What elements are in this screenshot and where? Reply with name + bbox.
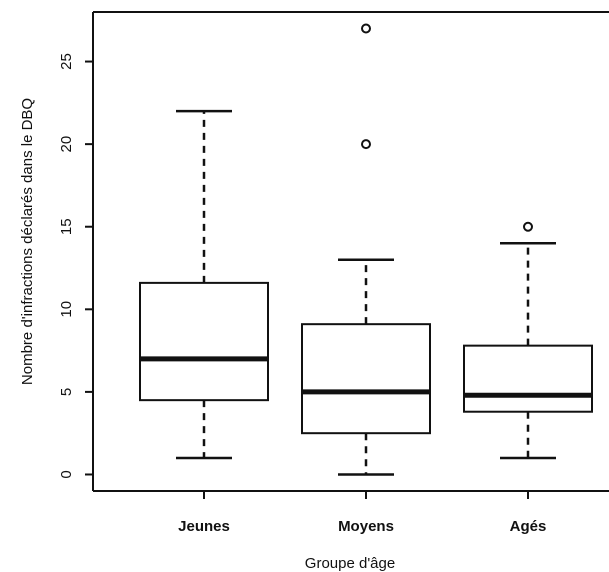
- iqr-box: [139, 281, 269, 402]
- x-axis-title: Groupe d'âge: [305, 555, 395, 572]
- boxes: [139, 23, 593, 476]
- x-tick-label-2: Agés: [510, 518, 547, 535]
- outlier-point-1: [361, 23, 371, 34]
- box-group-2: [463, 221, 593, 460]
- y-tick-label-0: 0: [58, 470, 75, 478]
- axes: 0 5 10 15 20 25 Jeunes Moyens Agés: [58, 11, 609, 535]
- iqr-box: [463, 344, 593, 413]
- x-tick-label-0: Jeunes: [178, 518, 230, 535]
- x-tick-label-1: Moyens: [338, 518, 394, 535]
- box-group-0: [139, 109, 269, 460]
- box-group-1: [301, 23, 431, 476]
- y-tick-label-10: 10: [58, 301, 75, 318]
- y-axis-title: Nombre d'infractions déclarés dans le DB…: [19, 98, 36, 385]
- y-tick-label-20: 20: [58, 136, 75, 153]
- iqr-box: [301, 323, 431, 435]
- y-tick-label-15: 15: [58, 218, 75, 235]
- y-tick-label-25: 25: [58, 53, 75, 70]
- outlier-point-0: [523, 221, 533, 232]
- y-tick-label-5: 5: [58, 388, 75, 396]
- outlier-point-0: [361, 139, 371, 150]
